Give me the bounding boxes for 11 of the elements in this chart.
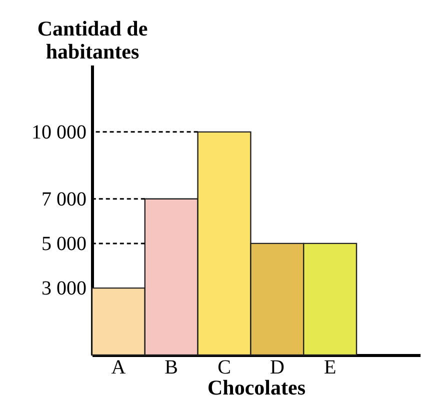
y-tick-label: 10 000 [32, 121, 86, 144]
y-tick-label: 3 000 [42, 278, 86, 300]
x-tick-label: B [164, 356, 178, 378]
x-axis-title: Chocolates [208, 376, 306, 400]
x-tick-label: D [270, 356, 284, 378]
x-tick-label: C [218, 356, 231, 378]
x-tick-label: E [324, 356, 336, 378]
y-tick-label: 5 000 [42, 232, 86, 255]
y-tick-label: 7 000 [42, 188, 86, 210]
x-tick-label: A [111, 356, 126, 378]
y-axis-title: Cantidad de habitantes [37, 16, 148, 64]
